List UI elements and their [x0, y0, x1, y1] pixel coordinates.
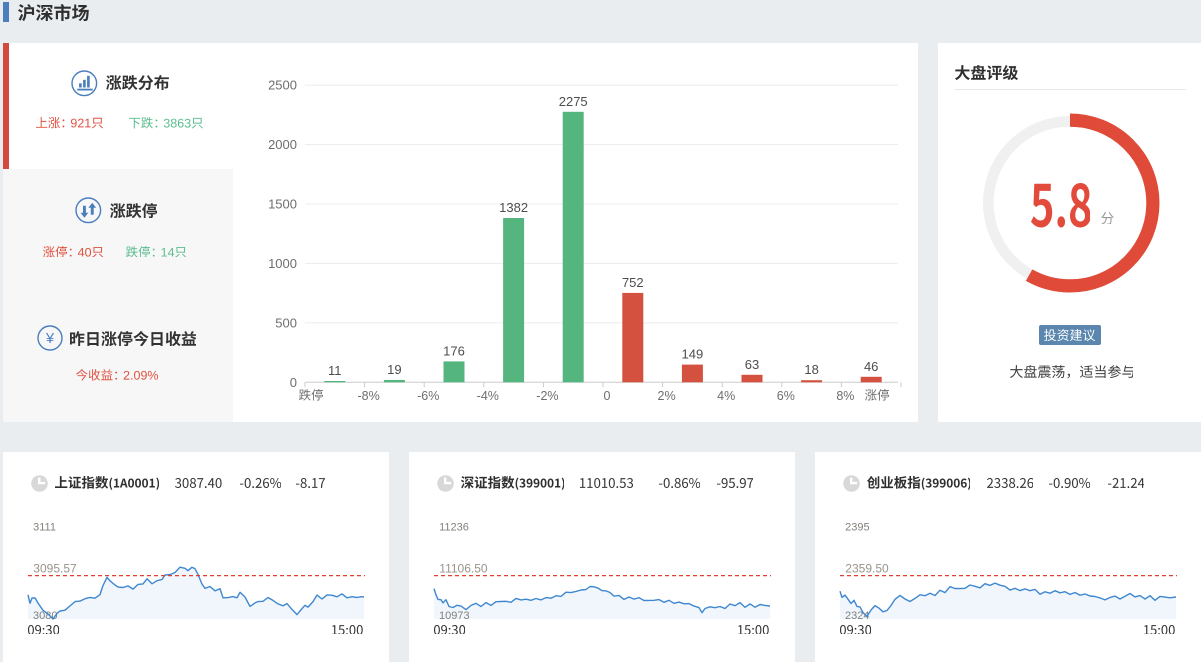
svg-text:18: 18 — [804, 362, 818, 377]
svg-text:2395: 2395 — [845, 522, 869, 534]
svg-text:1382: 1382 — [499, 200, 528, 215]
svg-text:11236: 11236 — [439, 522, 469, 534]
svg-text:63: 63 — [745, 357, 759, 372]
svg-text:2%: 2% — [658, 389, 676, 403]
svg-text:19: 19 — [387, 362, 401, 377]
svg-text:3111: 3111 — [33, 522, 56, 534]
svg-text:11106.50: 11106.50 — [439, 562, 488, 576]
svg-text:4%: 4% — [717, 389, 735, 403]
svg-text:500: 500 — [275, 315, 297, 330]
svg-text:-6%: -6% — [417, 389, 439, 403]
svg-text:-8%: -8% — [357, 389, 379, 403]
svg-text:46: 46 — [864, 359, 878, 374]
svg-text:176: 176 — [443, 343, 465, 358]
svg-text:3080: 3080 — [33, 610, 57, 622]
svg-text:752: 752 — [622, 275, 644, 290]
svg-text:2275: 2275 — [559, 94, 588, 109]
svg-text:2359.50: 2359.50 — [845, 562, 889, 576]
svg-text:149: 149 — [682, 347, 704, 362]
svg-text:-4%: -4% — [477, 389, 499, 403]
svg-text:8%: 8% — [836, 389, 854, 403]
svg-text:3095.57: 3095.57 — [33, 562, 77, 576]
svg-text:2500: 2500 — [268, 78, 297, 93]
svg-text:0: 0 — [290, 375, 297, 390]
svg-text:6%: 6% — [777, 389, 795, 403]
svg-text:1000: 1000 — [268, 256, 297, 271]
svg-text:2000: 2000 — [268, 137, 297, 152]
svg-text:11: 11 — [328, 363, 342, 378]
svg-text:1500: 1500 — [268, 197, 297, 212]
svg-text:10973: 10973 — [439, 610, 470, 622]
svg-text:-2%: -2% — [536, 389, 558, 403]
svg-text:0: 0 — [604, 389, 611, 403]
